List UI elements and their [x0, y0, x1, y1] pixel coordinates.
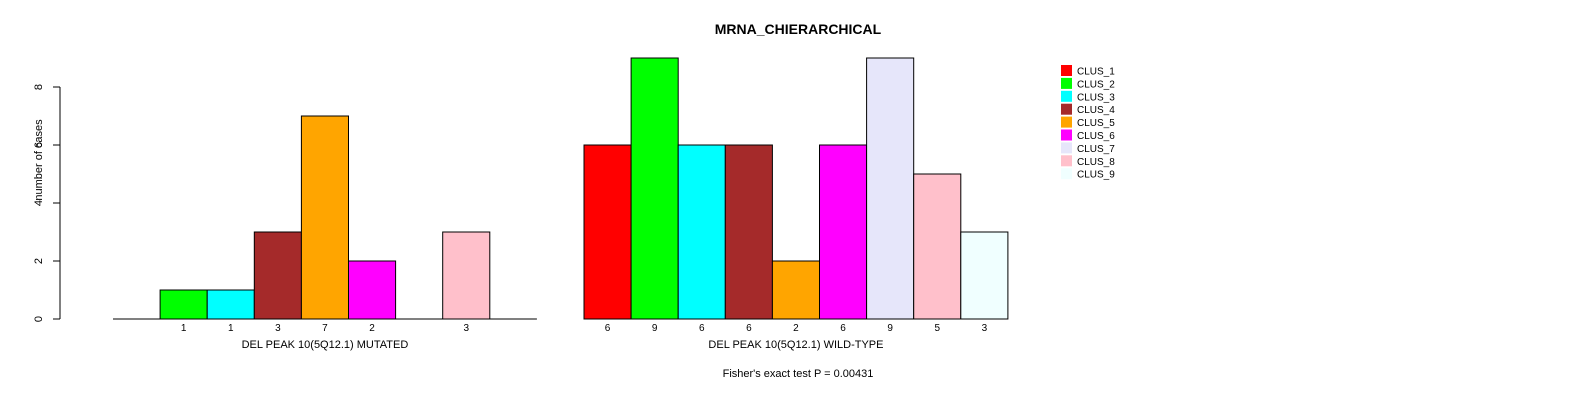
bar-count-label: 6	[699, 323, 705, 334]
bar	[348, 260, 397, 320]
bar-group: 6 9 6 6 2 6 9 5 3 DEL PEAK 10(5Q12.1) WILD-TYPE	[583, 57, 1009, 351]
bar	[724, 144, 773, 320]
bar	[866, 57, 915, 320]
bar-count-label: 1	[181, 323, 187, 334]
bar	[630, 57, 679, 320]
legend-label: CLUS_3	[1077, 92, 1115, 103]
bar-count-label: 1	[228, 323, 234, 334]
bar-count-label: 7	[322, 323, 328, 334]
y-axis-label: number of cases	[33, 119, 45, 201]
y-tick-label: 4	[33, 200, 45, 206]
y-axis-ticks: 0 2 4 6 8	[33, 84, 60, 322]
bar-count-label: 5	[934, 323, 940, 334]
legend-label: CLUS_9	[1077, 170, 1115, 181]
fisher-test-note: Fisher's exact test P = 0.00431	[723, 368, 874, 380]
bar	[677, 144, 726, 320]
bar-count-label: 3	[463, 323, 469, 334]
bar-count-label: 2	[793, 323, 799, 334]
bar	[913, 173, 962, 320]
legend-label: CLUS_4	[1077, 105, 1115, 116]
bar	[819, 144, 868, 320]
bar-count-label: 2	[369, 323, 375, 334]
bar	[159, 289, 208, 320]
bar-count-label: 6	[840, 323, 846, 334]
legend-swatch	[1061, 142, 1072, 154]
bar	[206, 289, 255, 320]
bar-count-label: 3	[275, 323, 281, 334]
bar	[583, 144, 632, 320]
legend-label: CLUS_6	[1077, 131, 1115, 142]
bar	[771, 260, 821, 320]
group-label: DEL PEAK 10(5Q12.1) WILD-TYPE	[708, 339, 883, 351]
y-tick-label: 6	[33, 142, 45, 148]
bar-count-label: 3	[982, 323, 988, 334]
legend-swatch	[1061, 155, 1072, 167]
bar-groups: 1 1 3 7 2 3 DEL PEAK 10(5Q12.1) MUTATED 6 9 6 6 2 6 9…	[113, 57, 1009, 351]
bar	[960, 231, 1009, 320]
legend-label: CLUS_1	[1077, 67, 1115, 78]
legend-swatch	[1061, 168, 1072, 180]
bar-group: 1 1 3 7 2 3 DEL PEAK 10(5Q12.1) MUTATED	[113, 115, 537, 351]
legend-swatch	[1061, 90, 1072, 102]
bar-count-label: 6	[746, 323, 752, 334]
legend-label: CLUS_7	[1077, 144, 1115, 155]
bar-count-label: 9	[887, 323, 893, 334]
legend-label: CLUS_8	[1077, 157, 1115, 168]
bar	[442, 231, 491, 320]
group-label: DEL PEAK 10(5Q12.1) MUTATED	[242, 339, 409, 351]
bar-count-label: 6	[605, 323, 611, 334]
legend-swatch	[1061, 77, 1072, 89]
y-tick-label: 2	[33, 258, 45, 264]
y-tick-label: 8	[33, 84, 45, 90]
legend-swatch	[1061, 103, 1072, 115]
y-tick-label: 0	[33, 316, 45, 322]
legend-label: CLUS_2	[1077, 79, 1115, 90]
bar	[300, 115, 349, 320]
legend-swatch	[1061, 116, 1072, 128]
legend-swatch	[1061, 129, 1072, 141]
bar-count-label: 9	[652, 323, 658, 334]
legend-label: CLUS_5	[1077, 118, 1115, 129]
legend-swatch	[1061, 65, 1072, 76]
bar	[253, 231, 302, 320]
chart-title: MRNA_CHIERARCHICAL	[715, 21, 882, 37]
